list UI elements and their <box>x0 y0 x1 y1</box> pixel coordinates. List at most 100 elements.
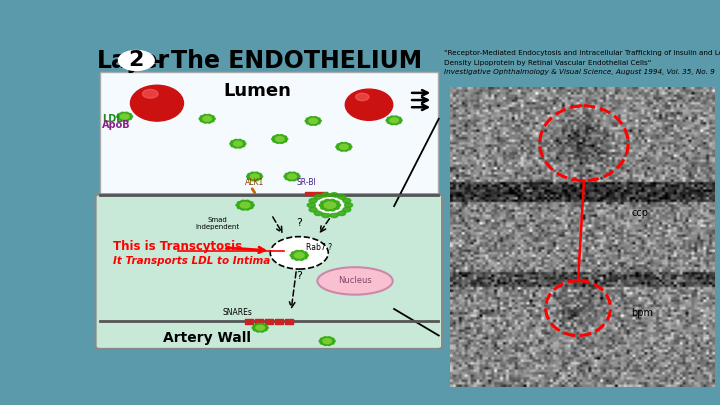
Ellipse shape <box>292 252 296 254</box>
Ellipse shape <box>322 213 330 217</box>
Ellipse shape <box>258 177 261 179</box>
Ellipse shape <box>248 173 252 176</box>
Ellipse shape <box>143 90 158 98</box>
Ellipse shape <box>306 122 310 124</box>
Ellipse shape <box>290 254 294 257</box>
Ellipse shape <box>258 173 261 176</box>
Ellipse shape <box>279 141 284 143</box>
Ellipse shape <box>263 328 267 331</box>
Ellipse shape <box>234 146 238 148</box>
Ellipse shape <box>302 256 307 259</box>
Circle shape <box>119 51 154 70</box>
Ellipse shape <box>240 200 246 203</box>
Ellipse shape <box>330 199 335 202</box>
Ellipse shape <box>330 193 338 197</box>
Ellipse shape <box>314 195 323 199</box>
Ellipse shape <box>319 340 323 342</box>
Ellipse shape <box>306 118 310 120</box>
Ellipse shape <box>263 324 267 327</box>
Ellipse shape <box>316 122 320 124</box>
Ellipse shape <box>254 172 258 175</box>
Text: bpm: bpm <box>631 308 653 318</box>
Ellipse shape <box>322 193 330 197</box>
Text: Investigative Ophthalmology & Visual Science, August 1994, Vol. 35, No. 9: Investigative Ophthalmology & Visual Sci… <box>444 69 715 75</box>
FancyBboxPatch shape <box>100 72 438 217</box>
Ellipse shape <box>390 122 395 125</box>
Ellipse shape <box>325 199 330 202</box>
Ellipse shape <box>253 324 257 327</box>
Ellipse shape <box>309 207 317 212</box>
Ellipse shape <box>240 145 245 147</box>
Ellipse shape <box>319 204 325 207</box>
Ellipse shape <box>231 145 235 147</box>
Circle shape <box>203 116 212 121</box>
Ellipse shape <box>121 119 125 121</box>
Ellipse shape <box>282 140 287 142</box>
Text: Nucleus: Nucleus <box>338 277 372 286</box>
Circle shape <box>288 174 297 179</box>
Ellipse shape <box>340 149 344 151</box>
Circle shape <box>251 174 259 179</box>
FancyBboxPatch shape <box>96 194 442 349</box>
Ellipse shape <box>117 115 120 118</box>
Ellipse shape <box>292 179 296 181</box>
Ellipse shape <box>320 338 324 340</box>
Ellipse shape <box>199 117 203 120</box>
Ellipse shape <box>390 116 395 118</box>
Text: ?: ? <box>297 218 302 228</box>
Ellipse shape <box>387 121 391 124</box>
Ellipse shape <box>334 201 339 204</box>
Circle shape <box>324 202 336 209</box>
Ellipse shape <box>386 119 390 122</box>
Ellipse shape <box>337 148 341 150</box>
Text: "Receptor-Mediated Endocytosis and Intracellular Trafficking of Insulin and Low-: "Receptor-Mediated Endocytosis and Intra… <box>444 50 720 56</box>
Ellipse shape <box>321 201 326 204</box>
Ellipse shape <box>245 207 250 210</box>
Ellipse shape <box>320 342 324 344</box>
Circle shape <box>120 114 129 119</box>
Circle shape <box>323 339 331 343</box>
Ellipse shape <box>210 119 214 122</box>
Text: 2: 2 <box>129 51 144 70</box>
Text: It Transports LDL to Intima: It Transports LDL to Intima <box>114 256 271 266</box>
Ellipse shape <box>343 207 351 212</box>
Ellipse shape <box>282 136 287 138</box>
Text: SNAREs: SNAREs <box>222 308 253 317</box>
Ellipse shape <box>314 211 323 215</box>
Text: ALK1: ALK1 <box>245 178 264 188</box>
Ellipse shape <box>330 208 335 211</box>
Ellipse shape <box>240 141 245 143</box>
Ellipse shape <box>345 203 353 207</box>
Ellipse shape <box>203 121 207 123</box>
Ellipse shape <box>310 117 313 119</box>
Ellipse shape <box>276 135 280 137</box>
Ellipse shape <box>248 202 253 204</box>
Circle shape <box>390 118 398 123</box>
Ellipse shape <box>273 136 277 138</box>
Ellipse shape <box>348 146 352 148</box>
Ellipse shape <box>129 115 132 118</box>
Ellipse shape <box>234 139 238 142</box>
Ellipse shape <box>321 206 326 209</box>
Circle shape <box>340 145 348 149</box>
Ellipse shape <box>347 144 351 146</box>
Ellipse shape <box>250 204 254 207</box>
Ellipse shape <box>121 112 125 115</box>
Ellipse shape <box>307 203 315 207</box>
Circle shape <box>270 237 328 269</box>
Ellipse shape <box>330 213 338 217</box>
Ellipse shape <box>288 179 292 181</box>
Ellipse shape <box>252 326 256 329</box>
Ellipse shape <box>346 89 392 120</box>
Ellipse shape <box>343 149 348 151</box>
Ellipse shape <box>336 204 341 207</box>
Ellipse shape <box>246 175 251 177</box>
Ellipse shape <box>305 120 309 122</box>
Ellipse shape <box>245 200 250 203</box>
Ellipse shape <box>304 254 308 257</box>
Ellipse shape <box>334 206 339 209</box>
Ellipse shape <box>296 175 300 177</box>
Ellipse shape <box>295 250 300 253</box>
Ellipse shape <box>323 337 328 339</box>
Ellipse shape <box>276 141 280 143</box>
